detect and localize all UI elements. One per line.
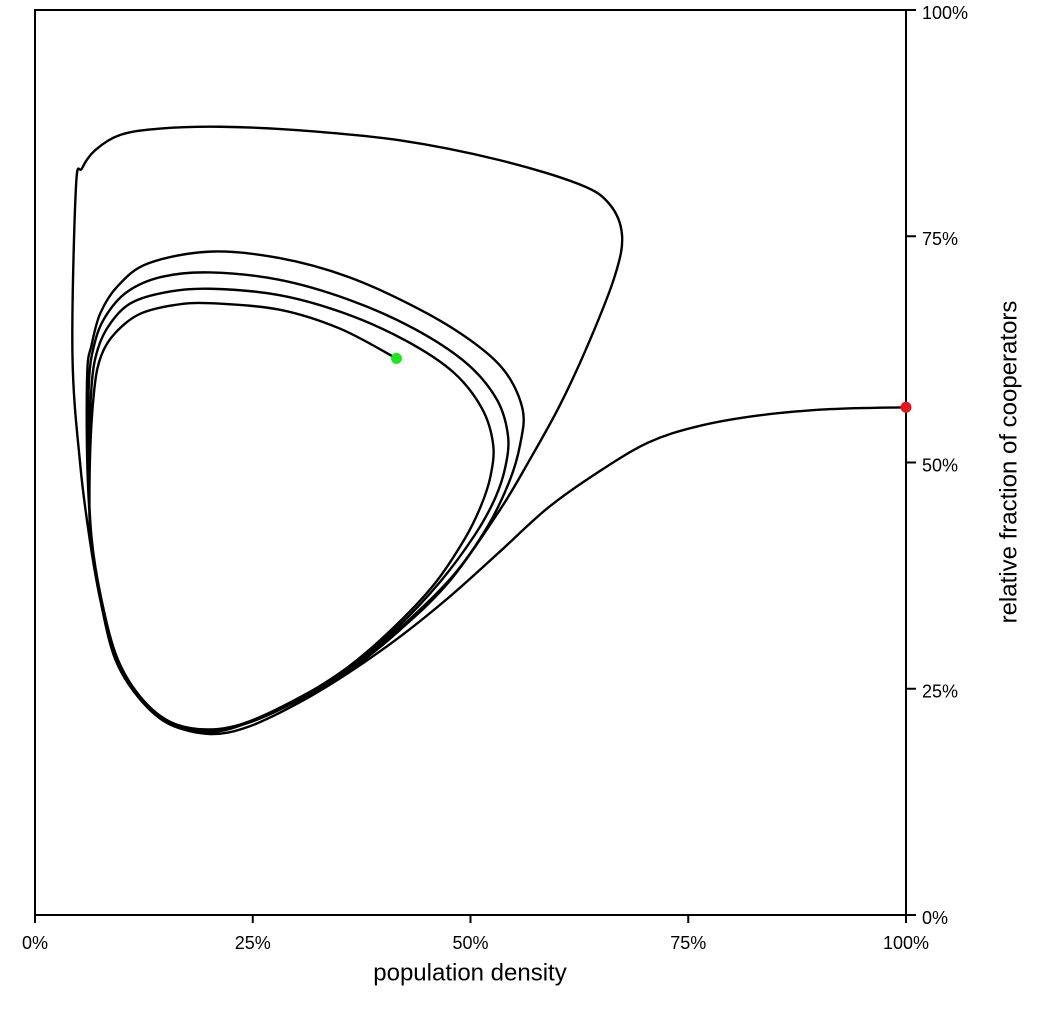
y-tick-label: 100% [922, 3, 968, 23]
y-tick-label: 0% [922, 908, 948, 928]
x-tick-label: 25% [235, 933, 271, 953]
state-point [900, 401, 912, 413]
y-tick-label: 25% [922, 682, 958, 702]
x-tick-label: 0% [22, 933, 48, 953]
plot-frame [34, 9, 907, 916]
y-tick-label: 50% [922, 455, 958, 475]
y-axis-label: relative fraction of cooperators [995, 301, 1022, 624]
x-tick-label: 75% [670, 933, 706, 953]
x-axis-label: population density [373, 959, 566, 986]
x-tick-label: 100% [883, 933, 929, 953]
x-tick-label: 50% [452, 933, 488, 953]
y-tick-label: 75% [922, 229, 958, 249]
state-point [390, 352, 402, 364]
trajectory-line [71, 125, 907, 736]
